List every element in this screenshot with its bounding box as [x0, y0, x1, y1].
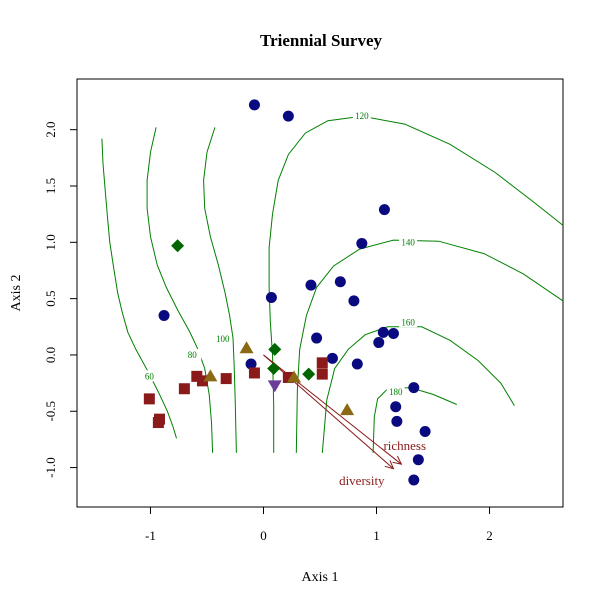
contour-line-80: [146, 127, 214, 453]
x-tick-label: -1: [145, 528, 156, 543]
contour-label-bg: [386, 386, 405, 398]
y-axis: -1.0 -0.5 0.0 0.5 1.0 1.5 2.0: [43, 122, 78, 478]
y-tick-label: 2.0: [43, 122, 58, 138]
contour-label-bg: [399, 316, 418, 328]
y-tick-label: 0.5: [43, 291, 58, 307]
point-circle: [377, 326, 389, 338]
point-circle: [351, 358, 363, 370]
point-circle: [387, 328, 399, 340]
contour-label-bg: [140, 370, 159, 382]
contour-line-100: [203, 127, 237, 453]
vector-arrow-richness: [263, 354, 402, 465]
point-circle: [248, 99, 260, 111]
contour-label-180: 180: [389, 387, 403, 397]
point-circle: [412, 454, 424, 466]
vector-label-diversity: diversity: [339, 473, 385, 488]
point-triangle: [203, 369, 218, 382]
point-circle: [265, 292, 277, 304]
point-circle: [356, 237, 368, 249]
point-circle: [391, 415, 403, 427]
y-tick-label: 0.0: [43, 347, 58, 363]
point-triangle: [287, 370, 302, 383]
point-triangle: [340, 403, 355, 416]
contour-line-160: [321, 326, 515, 453]
contour-label-bg: [183, 348, 202, 360]
point-circle: [408, 474, 420, 486]
point-circle: [311, 332, 323, 344]
x-tick-label: 2: [486, 528, 493, 543]
point-circle: [305, 279, 317, 291]
contour-label-80: 80: [188, 350, 198, 360]
vector-arrowhead-diversity: [384, 460, 395, 470]
vector-arrowhead-richness: [392, 455, 403, 465]
point-circle: [419, 426, 431, 438]
point-circle: [282, 110, 294, 122]
point-triangle: [239, 341, 254, 354]
point-triangle-down: [267, 380, 282, 393]
point-diamond: [268, 342, 282, 356]
contour-line-60: [101, 138, 177, 439]
plot-frame: [76, 78, 564, 508]
y-tick-label: -0.5: [43, 401, 58, 422]
point-square: [316, 368, 328, 380]
contour-label-bg: [352, 110, 371, 122]
contour-line-120: [268, 115, 564, 453]
point-circle: [378, 204, 390, 216]
point-circle: [334, 276, 346, 288]
point-circle: [408, 382, 420, 394]
point-circle: [348, 295, 360, 307]
point-circle: [373, 337, 385, 349]
chart-title: Triennial Survey: [260, 31, 382, 50]
contour-label-60: 60: [145, 371, 155, 381]
contour-label-bg: [213, 333, 232, 345]
point-square: [152, 417, 164, 429]
point-circle: [245, 358, 257, 370]
x-tick-label: 1: [373, 528, 380, 543]
point-diamond: [171, 239, 185, 253]
point-circle: [326, 352, 338, 364]
point-square: [316, 357, 328, 369]
point-square: [282, 371, 294, 383]
contour-line-140: [295, 239, 564, 453]
contour-label-140: 140: [401, 237, 415, 247]
point-square: [196, 375, 208, 387]
x-tick-label: 0: [260, 528, 267, 543]
y-tick-label: 1.0: [43, 234, 58, 250]
point-diamond: [302, 367, 316, 381]
x-axis-label: Axis 1: [302, 570, 339, 585]
contour-lines: 60 80 100 120 140 160 180: [101, 110, 564, 453]
x-axis: -1 0 1 2: [145, 506, 493, 543]
point-square: [248, 367, 260, 379]
contour-label-bg: [399, 236, 418, 248]
y-tick-label: 1.5: [43, 178, 58, 194]
y-axis-label: Axis 2: [9, 275, 24, 312]
site-points: [143, 99, 431, 486]
contour-label-120: 120: [355, 111, 369, 121]
contour-label-100: 100: [216, 334, 230, 344]
point-square: [220, 373, 232, 385]
y-tick-label: -1.0: [43, 457, 58, 478]
point-circle: [390, 401, 402, 413]
point-circle: [158, 310, 170, 322]
point-square: [191, 370, 203, 382]
point-diamond: [267, 361, 281, 375]
point-square: [178, 383, 190, 395]
contour-label-160: 160: [401, 317, 415, 327]
point-square: [143, 393, 155, 405]
vector-label-richness: richness: [383, 438, 426, 453]
